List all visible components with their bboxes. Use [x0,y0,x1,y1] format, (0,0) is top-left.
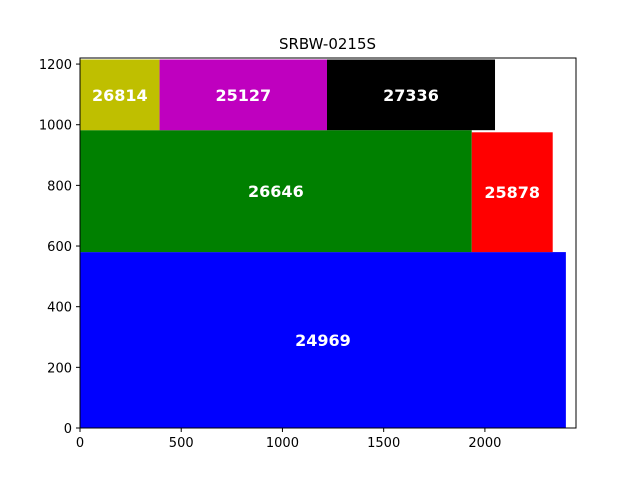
rectangle-labels-layer: 24969 26646 25878 26814 25127 27336 [92,86,540,350]
y-tick-label: 400 [47,301,72,316]
x-tick-label: 2000 [468,436,501,451]
treemap-rect-label: 24969 [295,331,351,350]
plot-frame [79,57,577,429]
treemap-rect-label: 27336 [383,86,439,105]
chart-title: SRBW-0215S [279,35,376,53]
treemap-rect-label: 26814 [92,86,148,105]
treemap-rect-label: 25878 [484,183,540,202]
x-tick-label: 500 [169,436,194,451]
treemap-rect-25878 [471,132,553,253]
axes-layer: 0 500 1000 1500 2000 0 200 400 600 800 1000 1200 [39,57,577,451]
x-tick-label: 0 [76,436,84,451]
x-tick-label: 1500 [367,436,400,451]
treemap-rect-label: 25127 [215,86,271,105]
treemap-rect-26814 [80,59,160,131]
y-tick-label: 1200 [39,58,72,73]
y-tick-label: 200 [47,361,72,376]
treemap-rect-label: 26646 [248,182,304,201]
x-tick-label: 1000 [266,436,299,451]
treemap-rect-25127 [159,59,327,131]
treemap-rect-24969 [80,252,566,428]
y-tick-label: 600 [47,240,72,255]
treemap-rect-26646 [80,130,472,253]
y-tick-label: 800 [47,179,72,194]
y-tick-label: 0 [64,422,72,437]
y-tick-label: 1000 [39,119,72,134]
treemap-rect-27336 [326,59,496,131]
rectangles-layer [80,59,566,428]
